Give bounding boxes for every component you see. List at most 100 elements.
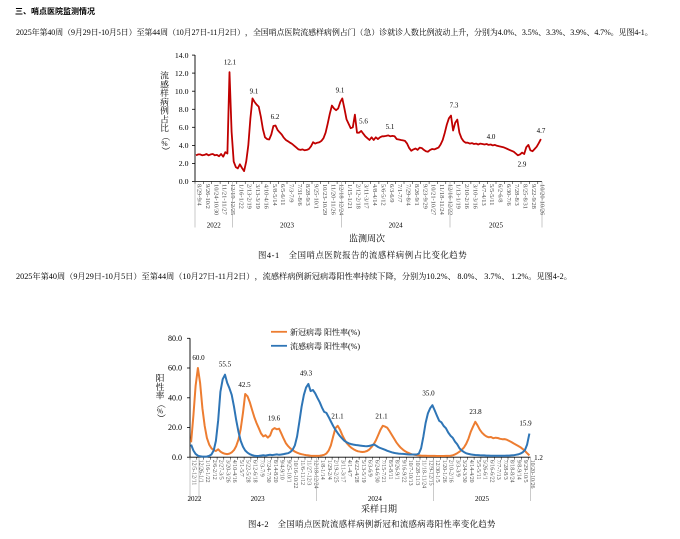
svg-text:1/20-1/26: 1/20-1/26	[441, 460, 447, 483]
svg-text:5/26-6/1: 5/26-6/1	[482, 460, 488, 480]
svg-text:比: 比	[160, 122, 169, 133]
svg-text:0.0: 0.0	[172, 453, 182, 462]
svg-text:7/29-8/4: 7/29-8/4	[405, 184, 412, 206]
svg-text:6/3-6/9: 6/3-6/9	[367, 460, 373, 477]
svg-text:2/19-2/25: 2/19-2/25	[333, 460, 339, 483]
svg-text:10/24-10/30: 10/24-10/30	[212, 184, 219, 215]
svg-text:0.0: 0.0	[179, 177, 189, 186]
svg-text:流: 流	[160, 70, 169, 81]
svg-text:2/13-2/19: 2/13-2/19	[246, 184, 253, 209]
svg-text:1/15-1/21: 1/15-1/21	[346, 184, 353, 209]
svg-text:9/29-10/5: 9/29-10/5	[522, 460, 528, 483]
svg-text:例: 例	[160, 105, 169, 116]
svg-text:5/8-5/14: 5/8-5/14	[271, 184, 278, 206]
svg-text:5/1-5/7: 5/1-5/7	[238, 460, 244, 477]
svg-text:6.0: 6.0	[179, 123, 189, 132]
svg-text:监测周次: 监测周次	[349, 233, 385, 244]
svg-text:2022: 2022	[207, 221, 222, 229]
svg-text:5/5-5/11: 5/5-5/11	[488, 184, 495, 205]
svg-text:60.0: 60.0	[192, 354, 205, 362]
svg-text:4/14-4/20: 4/14-4/20	[468, 460, 474, 483]
svg-text:10/7-10/13: 10/7-10/13	[407, 460, 413, 486]
svg-text:采样日期: 采样日期	[361, 503, 397, 514]
svg-text:2/10-2/16: 2/10-2/16	[463, 184, 470, 209]
svg-text:7/15-7/21: 7/15-7/21	[380, 460, 386, 483]
svg-text:2024: 2024	[368, 495, 383, 503]
svg-text:42.5: 42.5	[238, 381, 251, 389]
svg-text:10/23-10/29: 10/23-10/29	[321, 184, 328, 215]
svg-text:60.0: 60.0	[168, 364, 182, 373]
svg-text:3/24-3/30: 3/24-3/30	[461, 460, 467, 483]
svg-text:7/28-8/3: 7/28-8/3	[513, 184, 520, 206]
svg-text:8/28-9/3: 8/28-9/3	[304, 184, 311, 206]
svg-text:5/6-5/12: 5/6-5/12	[380, 184, 387, 206]
svg-text:4.0: 4.0	[487, 133, 496, 141]
svg-text:20.0: 20.0	[168, 423, 182, 432]
svg-text:40.0: 40.0	[168, 394, 182, 403]
svg-text:15.9: 15.9	[519, 419, 532, 427]
svg-text:4/22-4/28: 4/22-4/28	[353, 460, 359, 483]
svg-text:23.8: 23.8	[469, 408, 482, 416]
svg-text:4.0: 4.0	[179, 141, 189, 150]
svg-text:2.0: 2.0	[179, 159, 189, 168]
svg-text:11/27-12/3: 11/27-12/3	[306, 460, 312, 486]
svg-text:%: %	[157, 406, 163, 415]
svg-text:4/7-4/13: 4/7-4/13	[480, 184, 487, 206]
svg-text:8/5-8/11: 8/5-8/11	[387, 460, 393, 480]
svg-text:4/8-4/14: 4/8-4/14	[371, 184, 378, 206]
svg-text:2025: 2025	[475, 495, 490, 503]
svg-text:7/1-7/7: 7/1-7/7	[396, 184, 403, 203]
svg-text:1/16-1/22: 1/16-1/22	[204, 460, 210, 483]
svg-text:3/11-3/17: 3/11-3/17	[363, 184, 370, 209]
svg-text:8/25-8/31: 8/25-8/31	[522, 184, 529, 209]
svg-text:3/13-3/19: 3/13-3/19	[254, 184, 261, 209]
svg-text:9/22-9/28: 9/22-9/28	[530, 184, 537, 209]
svg-text:12/26-1/1: 12/26-1/1	[197, 460, 203, 483]
svg-text:12.0: 12.0	[175, 69, 189, 78]
svg-text:10.0: 10.0	[175, 87, 189, 96]
svg-text:9/4-9/10: 9/4-9/10	[279, 460, 285, 480]
svg-text:11/18-11/24: 11/18-11/24	[438, 184, 445, 216]
svg-text:10/20-10/26: 10/20-10/26	[529, 460, 535, 489]
svg-text:2/12-2/18: 2/12-2/18	[354, 184, 361, 209]
svg-text:1/8-1/14: 1/8-1/14	[319, 460, 325, 480]
svg-text:7/24-7/30: 7/24-7/30	[265, 460, 271, 483]
svg-text:80.0: 80.0	[168, 334, 182, 343]
svg-text:9/8-9/14: 9/8-9/14	[515, 460, 521, 480]
svg-text:7/3-7/9: 7/3-7/9	[258, 460, 264, 477]
svg-text:8/18-8/24: 8/18-8/24	[509, 460, 515, 483]
svg-text:新冠病毒 阳性率(%): 新冠病毒 阳性率(%)	[290, 327, 360, 337]
svg-text:2022: 2022	[188, 495, 203, 503]
svg-text:样: 样	[160, 87, 169, 98]
svg-text:6/3-6/9: 6/3-6/9	[388, 184, 395, 202]
svg-text:7/7-7/13: 7/7-7/13	[495, 460, 501, 480]
svg-text:8/29-9/4: 8/29-9/4	[196, 184, 203, 206]
svg-text:8/26-9/1: 8/26-9/1	[394, 460, 400, 480]
svg-text:11/6-11/12: 11/6-11/12	[299, 460, 305, 485]
svg-text:8/26-9/1: 8/26-9/1	[413, 184, 420, 206]
svg-text:2/27-3/5: 2/27-3/5	[218, 460, 224, 480]
svg-text:3/10-3/16: 3/10-3/16	[471, 184, 478, 209]
svg-text:流感病毒 阳性率(%): 流感病毒 阳性率(%)	[290, 341, 360, 351]
svg-text:6/2-6/8: 6/2-6/8	[497, 184, 504, 202]
svg-text:6.2: 6.2	[271, 113, 280, 121]
svg-text:5.1: 5.1	[386, 123, 395, 131]
svg-text:6/24-6/30: 6/24-6/30	[373, 460, 379, 483]
svg-text:性: 性	[156, 381, 165, 392]
svg-text:10/16-10/22: 10/16-10/22	[292, 460, 298, 489]
svg-text:2023: 2023	[280, 221, 295, 229]
svg-text:55.5: 55.5	[219, 361, 232, 369]
svg-text:）: ）	[156, 414, 166, 423]
svg-text:3/20-3/26: 3/20-3/26	[225, 460, 231, 483]
svg-text:9/25-10/1: 9/25-10/1	[313, 184, 320, 209]
svg-text:）: ）	[161, 146, 171, 155]
svg-text:8.0: 8.0	[179, 105, 189, 114]
svg-text:19.6: 19.6	[268, 415, 281, 423]
svg-text:5/22-5/28: 5/22-5/28	[245, 460, 251, 483]
svg-text:1/13-1/19: 1/13-1/19	[455, 184, 462, 209]
svg-text:%: %	[161, 139, 167, 148]
svg-text:9.1: 9.1	[336, 86, 345, 94]
svg-text:12.1: 12.1	[224, 59, 237, 67]
svg-text:1/29-2/4: 1/29-2/4	[326, 460, 332, 480]
svg-text:（: （	[156, 400, 166, 409]
